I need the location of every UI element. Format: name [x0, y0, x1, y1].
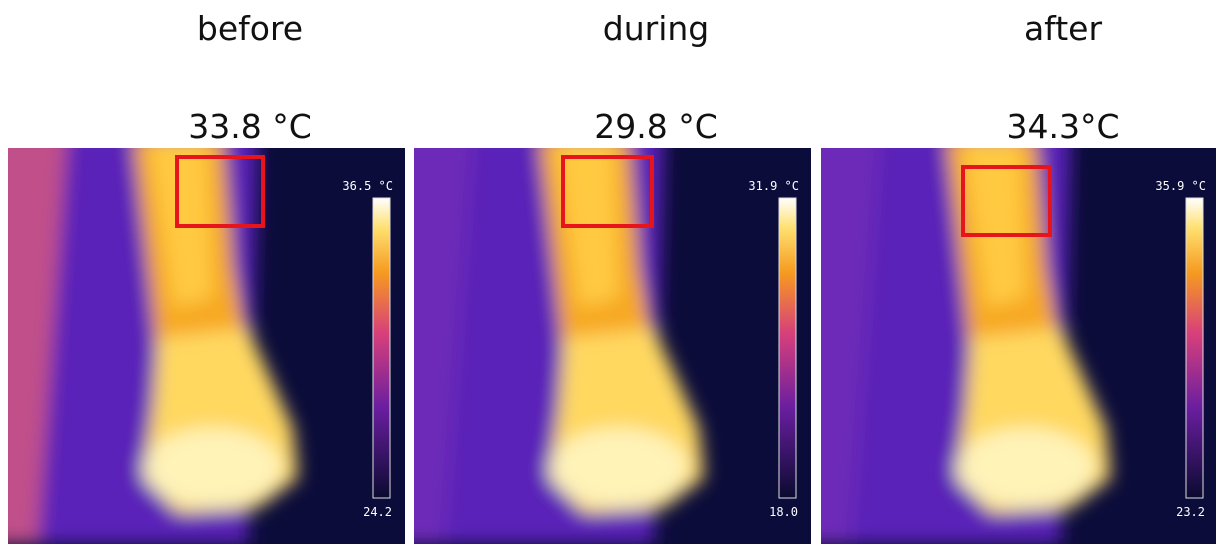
knuckles — [956, 428, 1096, 508]
scale-min: 24.2 — [363, 505, 392, 519]
surface-edge — [414, 148, 473, 544]
thermal-svg: 36.5 °C 24.2 — [8, 148, 405, 544]
region-box — [561, 155, 654, 228]
color-bar — [372, 197, 391, 499]
heat-shapes — [8, 148, 298, 544]
surface-edge — [8, 148, 67, 544]
region-box — [175, 155, 265, 228]
heat-shapes — [821, 148, 1111, 544]
heat-shapes — [414, 148, 704, 544]
thermal-image: 36.5 °C 24.2 — [8, 148, 405, 544]
phase-label: after — [1023, 9, 1103, 48]
scale-min: 18.0 — [769, 505, 798, 519]
forearm-core — [962, 148, 1026, 308]
knuckles — [143, 428, 283, 508]
thermal-image: 35.9 °C 23.2 — [821, 148, 1216, 544]
phase-label: before — [196, 9, 304, 48]
temperature-label: 33.8 °C — [188, 107, 312, 146]
temperature-label: 29.8 °C — [594, 107, 718, 146]
thermal-svg: 35.9 °C 23.2 — [821, 148, 1216, 544]
scale-max: 36.5 °C — [342, 179, 393, 193]
scale-max: 35.9 °C — [1155, 179, 1206, 193]
thermal-svg: 31.9 °C 18.0 — [414, 148, 811, 544]
surface-edge — [821, 148, 880, 544]
phase-label: during — [602, 9, 710, 48]
knuckles — [549, 428, 689, 508]
thermal-image: 31.9 °C 18.0 — [414, 148, 811, 544]
scale-min: 23.2 — [1176, 505, 1205, 519]
region-box — [961, 165, 1052, 237]
color-bar — [1185, 197, 1204, 499]
scale-max: 31.9 °C — [748, 179, 799, 193]
temperature-label: 34.3°C — [1006, 107, 1120, 146]
color-bar — [778, 197, 797, 499]
